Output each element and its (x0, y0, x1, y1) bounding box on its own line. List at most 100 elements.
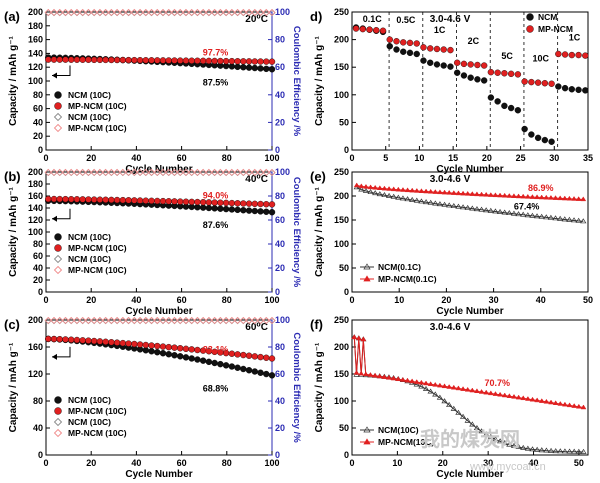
ce-point (216, 169, 224, 177)
series-marker (381, 192, 388, 198)
rate-point (393, 38, 400, 45)
ce-point (79, 8, 87, 16)
ce-point (165, 168, 173, 176)
ce-point (96, 9, 104, 17)
series-marker (483, 191, 490, 197)
ce-point (170, 9, 179, 17)
capacity-point (251, 200, 258, 208)
capacity-point (194, 57, 201, 64)
capacity-point (68, 196, 75, 203)
ce-point (79, 9, 87, 17)
series-marker (376, 191, 383, 197)
ce-point (50, 9, 58, 17)
ce-point (50, 316, 58, 324)
y-tick-label: 80 (33, 90, 43, 100)
ce-point (239, 316, 247, 324)
ce-point (216, 8, 224, 16)
ce-point (119, 168, 127, 176)
rate-point (474, 76, 481, 83)
panel-label: (f) (310, 317, 323, 332)
x-tick-label: 100 (264, 458, 279, 468)
rate-point (453, 59, 461, 66)
ce-point (222, 317, 230, 325)
panel-a: 0 20 40 60 80 1000204060801001201401601802000… (4, 7, 302, 175)
ce-point (222, 9, 230, 17)
series-marker (520, 211, 527, 217)
y-axis-label: Capacity / mAh g⁻¹ (8, 35, 19, 125)
legend-label: MP-NCM(10C) (378, 437, 434, 447)
capacity-point (211, 57, 218, 65)
series-marker (358, 186, 365, 192)
series-marker (492, 208, 499, 214)
y-axis-label: Capacity / mAh g⁻¹ (8, 342, 19, 432)
capacity-point (125, 340, 132, 347)
capacity-point (263, 354, 270, 361)
legend-marker (54, 396, 62, 404)
x-axis-label: Cycle Number (436, 306, 503, 317)
y-tick-label: 120 (28, 215, 43, 225)
capacity-point (50, 335, 58, 343)
series-marker (395, 186, 402, 192)
capacity-point (217, 199, 224, 206)
rate-point (359, 25, 366, 33)
capacity-point (234, 364, 241, 371)
series-marker (455, 385, 462, 391)
series-marker (432, 189, 439, 194)
series-marker (450, 190, 457, 195)
series-marker (529, 194, 536, 199)
ce-point (211, 168, 219, 176)
capacity-point (257, 369, 264, 376)
rate-point (487, 94, 495, 101)
series-marker (510, 193, 517, 198)
ce-point (84, 9, 92, 17)
chart-title: 3.0-4.6 V (430, 14, 471, 25)
series-marker (353, 369, 360, 375)
series-marker (395, 376, 402, 382)
ce-point (193, 316, 201, 324)
ce-point (199, 9, 207, 17)
capacity-point (45, 335, 52, 343)
ce-point (205, 169, 213, 177)
x-tick-label: 80 (222, 295, 232, 305)
series-marker (487, 192, 494, 197)
series-marker (460, 190, 467, 196)
y2-tick-label: 60 (275, 215, 285, 225)
y2-tick-label: 40 (275, 239, 285, 249)
chart-title: 3.0-4.6 V (430, 174, 471, 185)
ce-point (61, 169, 70, 177)
ce-point (125, 8, 133, 16)
capacity-point (177, 345, 184, 352)
y-tick-label: 0 (38, 287, 43, 297)
ce-point (113, 8, 121, 16)
capacity-point (102, 56, 109, 64)
rate-point (467, 74, 474, 81)
series-marker (566, 216, 573, 222)
capacity-point (119, 56, 127, 64)
series-marker (432, 391, 439, 397)
legend-marker (53, 123, 63, 133)
y-tick-label: 60 (33, 104, 43, 114)
ce-point (73, 8, 81, 16)
y2-tick-label: 0 (275, 145, 280, 155)
plot-frame (351, 319, 589, 456)
capacity-point (165, 343, 172, 351)
ce-point (245, 168, 253, 176)
ce-point (205, 317, 213, 325)
ce-point (102, 168, 110, 176)
ce-point (61, 9, 70, 17)
ce-point (44, 8, 52, 16)
panel-label: (b) (4, 169, 21, 184)
ce-point (56, 316, 64, 324)
capacity-point (62, 195, 69, 203)
ce-point (119, 316, 127, 324)
capacity-point (113, 196, 121, 204)
series-marker (455, 203, 462, 209)
x-tick-label: 60 (177, 153, 187, 163)
capacity-point (165, 198, 172, 205)
series-marker (413, 197, 420, 203)
rate-point (555, 83, 562, 90)
capacity-point (251, 58, 258, 65)
x-tick-label: 40 (131, 153, 141, 163)
ce-point (216, 317, 224, 325)
series-marker (506, 193, 513, 198)
